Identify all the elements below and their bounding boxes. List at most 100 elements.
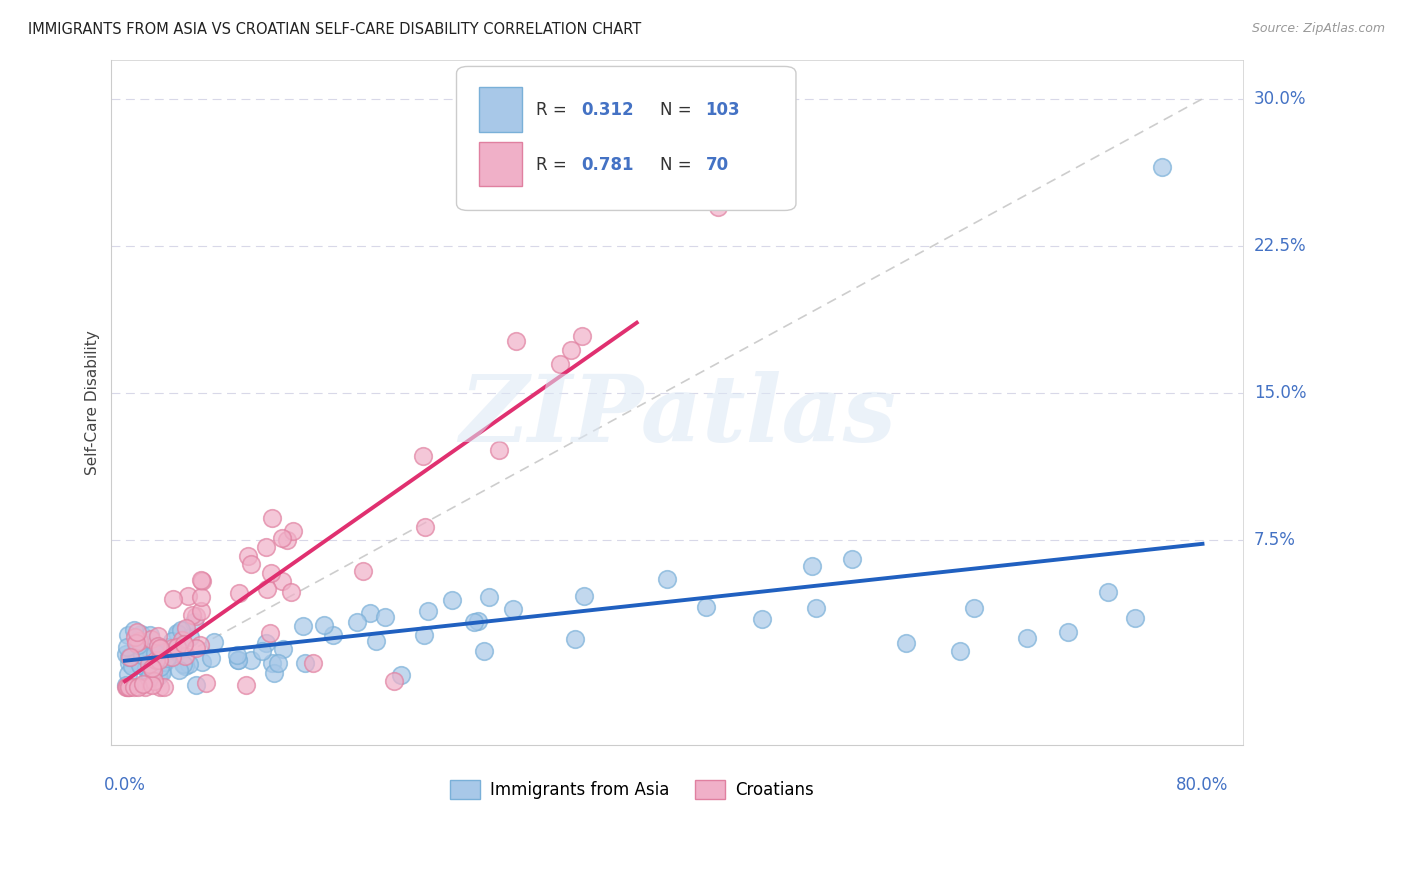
Point — [136, 648, 159, 663]
Point — [134, 644, 156, 658]
Point — [118, 649, 141, 664]
Point — [157, 640, 180, 654]
Point — [167, 626, 190, 640]
Point — [564, 632, 586, 647]
Point — [152, 680, 174, 694]
Point — [149, 680, 172, 694]
Point — [548, 357, 571, 371]
Point — [170, 632, 193, 647]
Point — [128, 655, 150, 669]
Point — [149, 660, 172, 674]
Point — [149, 655, 172, 669]
Point — [235, 677, 257, 691]
Point — [412, 449, 434, 463]
Point — [806, 600, 828, 615]
Point — [160, 641, 183, 656]
Point — [1056, 624, 1078, 639]
Text: 0.0%: 0.0% — [104, 776, 146, 794]
Point — [190, 603, 212, 617]
Point — [250, 644, 273, 658]
Point — [188, 638, 211, 652]
Point — [139, 628, 162, 642]
Point — [143, 646, 166, 660]
Point — [142, 664, 165, 678]
Point — [128, 634, 150, 648]
Point — [129, 657, 152, 672]
Point — [124, 630, 146, 644]
Point — [571, 328, 593, 343]
Point — [117, 656, 139, 670]
Point — [194, 675, 217, 690]
Point — [270, 574, 292, 588]
Point — [118, 680, 141, 694]
Point — [467, 614, 489, 628]
Point — [115, 680, 138, 694]
Point — [142, 639, 165, 653]
Point — [190, 655, 212, 669]
Point — [225, 648, 247, 662]
Point — [800, 559, 823, 574]
Point — [366, 633, 388, 648]
Point — [139, 645, 162, 659]
Point — [238, 549, 260, 563]
Point — [657, 573, 679, 587]
Point — [1017, 631, 1039, 645]
Point — [263, 666, 285, 681]
Text: Source: ZipAtlas.com: Source: ZipAtlas.com — [1251, 22, 1385, 36]
Point — [254, 636, 277, 650]
Point — [841, 552, 863, 566]
Point — [184, 609, 207, 624]
Point — [191, 574, 214, 588]
Text: 15.0%: 15.0% — [1254, 384, 1306, 401]
Point — [125, 641, 148, 656]
Point — [267, 656, 290, 670]
Text: R =: R = — [536, 155, 572, 174]
Text: 7.5%: 7.5% — [1254, 531, 1296, 549]
Point — [200, 651, 222, 665]
Point — [135, 661, 157, 675]
Point — [181, 608, 204, 623]
Point — [162, 633, 184, 648]
Text: IMMIGRANTS FROM ASIA VS CROATIAN SELF-CARE DISABILITY CORRELATION CHART: IMMIGRANTS FROM ASIA VS CROATIAN SELF-CA… — [28, 22, 641, 37]
Point — [135, 673, 157, 687]
Point — [134, 680, 156, 694]
Point — [256, 582, 278, 597]
Point — [160, 649, 183, 664]
Point — [170, 623, 193, 637]
Point — [145, 653, 167, 667]
Text: 70: 70 — [706, 155, 728, 174]
Point — [142, 642, 165, 657]
Point — [139, 669, 162, 683]
Point — [141, 677, 163, 691]
Point — [502, 602, 524, 616]
Point — [149, 640, 172, 655]
Point — [202, 635, 225, 649]
Text: 30.0%: 30.0% — [1254, 90, 1306, 108]
Point — [125, 645, 148, 659]
Point — [1152, 161, 1174, 175]
Point — [174, 624, 197, 638]
Point — [413, 628, 436, 642]
FancyBboxPatch shape — [479, 142, 522, 186]
Point — [949, 644, 972, 658]
FancyBboxPatch shape — [479, 87, 522, 132]
Point — [165, 644, 187, 658]
Point — [894, 636, 917, 650]
Point — [143, 674, 166, 689]
Point — [190, 591, 212, 605]
Point — [346, 615, 368, 629]
Text: N =: N = — [661, 155, 697, 174]
Point — [177, 589, 200, 603]
Point — [115, 647, 138, 661]
Point — [302, 656, 325, 670]
Point — [359, 606, 381, 620]
Point — [572, 589, 595, 603]
Point — [276, 533, 298, 548]
Point — [150, 664, 173, 678]
Point — [156, 651, 179, 665]
Point — [117, 680, 139, 694]
Point — [125, 636, 148, 650]
Point — [117, 627, 139, 641]
Point — [416, 604, 439, 618]
Point — [142, 664, 165, 678]
